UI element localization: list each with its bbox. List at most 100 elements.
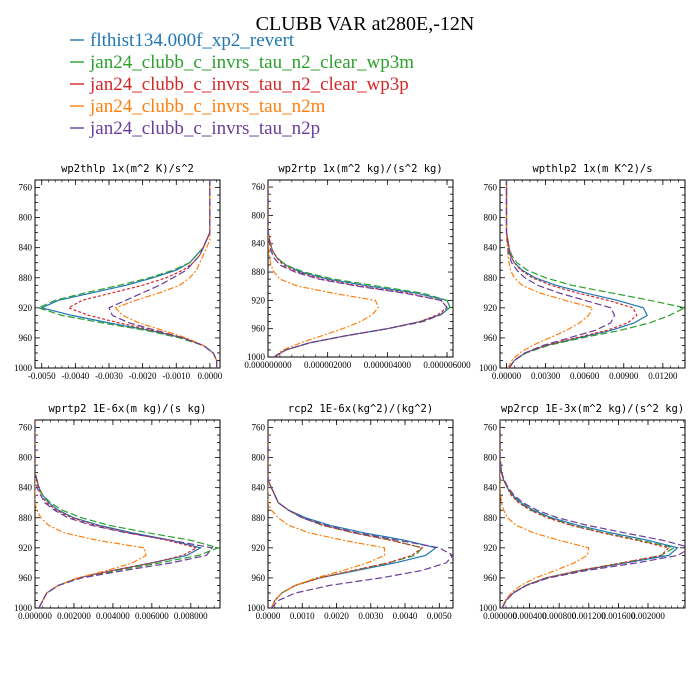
x-tick-label: 0.000004000: [364, 360, 412, 370]
y-tick-label: 880: [19, 273, 33, 283]
y-tick-label: 960: [19, 573, 33, 583]
x-tick-label: 0.000000: [483, 611, 517, 621]
x-tick-label: 0.000000000: [244, 360, 292, 370]
y-tick-label: 840: [19, 243, 33, 253]
x-tick-label: -0.0030: [95, 371, 123, 381]
x-tick-label: 0.002000: [631, 611, 665, 621]
y-tick-label: 760: [484, 183, 498, 193]
y-tick-label: 920: [19, 543, 33, 553]
x-tick-label: 0.000000: [18, 611, 52, 621]
y-tick-label: 1000: [479, 363, 498, 373]
legend: flthist134.000f_xp2_revertjan24_clubb_c_…: [70, 30, 414, 139]
y-tick-label: 1000: [247, 603, 266, 613]
y-tick-label: 960: [484, 573, 498, 583]
plot-frame: [499, 419, 686, 609]
y-tick-label: 920: [484, 303, 498, 313]
y-tick-label: 800: [484, 453, 498, 463]
x-tick-label: 0.00600: [570, 371, 600, 381]
x-tick-label: 0.0030: [358, 611, 383, 621]
series-line: [108, 180, 218, 368]
x-tick-label: 0.006000: [135, 611, 169, 621]
panel-title: wprtp2 1E-6x(m kg)/(s kg): [48, 403, 206, 415]
plot-frame: [34, 179, 221, 369]
panel-3: wpthlp2 1x(m K^2)/s 760 800 840 880 920 960 100…: [479, 163, 686, 381]
series-line: [67, 180, 218, 368]
y-tick-label: 800: [252, 210, 266, 220]
x-tick-label: -0.0040: [61, 371, 89, 381]
panel-6: wp2rcp 1E-3x(m^2 kg)/(s^2 kg)760 800 840 88…: [479, 403, 686, 621]
x-tick-label: 0.0020: [324, 611, 349, 621]
x-tick-label: -0.0010: [162, 371, 190, 381]
y-tick-label: 960: [19, 333, 33, 343]
x-tick-label: 0.000800: [542, 611, 576, 621]
y-tick-label: 840: [19, 483, 33, 493]
x-tick-label: 0.00000: [492, 371, 522, 381]
x-tick-label: -0.0050: [28, 371, 56, 381]
y-tick-label: 920: [484, 543, 498, 553]
panel-4: wprtp2 1E-6x(m kg)/(s kg) 760 800 840 880 920…: [14, 403, 221, 621]
x-tick-label: 0.000006000: [423, 360, 471, 370]
y-tick-label: 1000: [247, 352, 266, 362]
y-tick-label: 840: [484, 483, 498, 493]
y-tick-label: 840: [484, 243, 498, 253]
legend-label: jan24_clubb_c_invrs_tau_n2m: [89, 96, 326, 117]
panel-1: wp2thlp 1x(m^2 K)/s^2 760 800 840 880 920 960 1…: [14, 163, 223, 381]
plot-frame: [267, 179, 454, 358]
series-line: [39, 180, 218, 368]
y-tick-label: 920: [19, 303, 33, 313]
y-tick-label: 840: [252, 483, 266, 493]
series-line: [268, 180, 448, 357]
y-tick-label: 880: [484, 513, 498, 523]
series-line: [268, 420, 453, 608]
y-tick-label: 800: [19, 213, 33, 223]
x-tick-label: 0.0050: [427, 611, 452, 621]
y-tick-label: 880: [252, 513, 266, 523]
y-tick-label: 760: [19, 183, 33, 193]
x-tick-label: 0.008000: [174, 611, 208, 621]
series-line: [500, 420, 676, 608]
x-tick-label: 0.004000: [96, 611, 130, 621]
series-line: [268, 420, 438, 608]
series-line: [268, 180, 448, 357]
series-line: [268, 180, 451, 357]
y-tick-label: 760: [19, 423, 33, 433]
panel-title: wpthlp2 1x(m K^2)/s: [532, 163, 652, 175]
figure-title: CLUBB VAR at280E,-12N: [256, 13, 475, 35]
x-tick-label: 0.002000: [57, 611, 91, 621]
y-tick-label: 880: [484, 273, 498, 283]
panel-title: wp2rcp 1E-3x(m^2 kg)/(s^2 kg): [501, 403, 684, 415]
y-tick-label: 880: [252, 267, 266, 277]
series-line: [35, 420, 147, 608]
series-line: [500, 420, 679, 608]
y-tick-label: 800: [252, 453, 266, 463]
legend-label: jan24_clubb_c_invrs_tau_n2p: [89, 118, 320, 139]
series-line: [268, 180, 451, 357]
y-tick-label: 960: [252, 573, 266, 583]
x-tick-label: 0.00300: [531, 371, 561, 381]
series-line: [114, 180, 218, 368]
x-tick-label: 0.0010: [290, 611, 315, 621]
y-tick-label: 960: [484, 333, 498, 343]
legend-label: jan24_clubb_c_invrs_tau_n2_clear_wp3m: [89, 52, 414, 73]
y-tick-label: 1000: [479, 603, 498, 613]
y-tick-label: 840: [252, 239, 266, 249]
series-line: [505, 180, 616, 368]
series-line: [36, 180, 218, 368]
y-tick-label: 760: [252, 182, 266, 192]
series-line: [268, 420, 386, 608]
y-tick-label: 800: [484, 213, 498, 223]
panel-title: wp2rtp 1x(m^2 kg)/(s^2 kg): [278, 163, 442, 175]
series-line: [268, 420, 424, 608]
panels: wp2thlp 1x(m^2 K)/s^2 760 800 840 880 920 960 1…: [14, 163, 686, 621]
x-tick-label: 0.001600: [602, 611, 636, 621]
series-line: [500, 420, 670, 608]
y-tick-label: 760: [252, 423, 266, 433]
y-tick-label: 880: [19, 513, 33, 523]
x-tick-label: 0.0040: [393, 611, 418, 621]
series-line: [35, 420, 214, 608]
x-tick-label: 0.0000: [256, 611, 281, 621]
panel-title: wp2thlp 1x(m^2 K)/s^2: [61, 163, 194, 175]
y-tick-label: 1000: [14, 603, 33, 613]
x-tick-label: 0.00900: [609, 371, 639, 381]
